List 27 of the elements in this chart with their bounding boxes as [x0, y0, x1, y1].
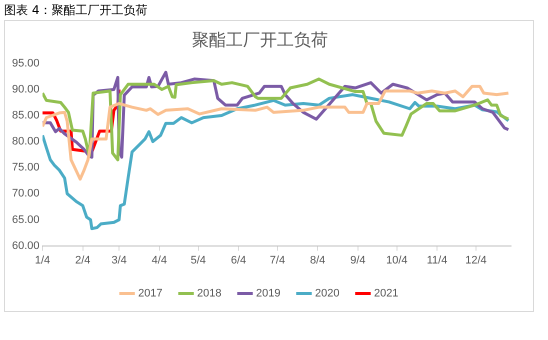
y-tick-label: 95.00 — [12, 57, 40, 70]
x-tick-label: 5/4 — [190, 254, 206, 266]
x-tick-label: 12/4 — [465, 254, 487, 266]
y-tick-label: 80.00 — [12, 136, 40, 148]
y-tick-label: 85.00 — [12, 110, 40, 122]
text: 图表 4：聚酯工厂开工负荷 — [4, 2, 148, 19]
x-tick-label: 8/4 — [310, 254, 326, 266]
x-tick-label: 6/4 — [230, 254, 246, 266]
x-tick-label: 9/4 — [350, 254, 366, 266]
x-tick-label: 4/4 — [152, 254, 167, 266]
y-tick-label: 90.00 — [12, 83, 40, 96]
x-tick-label: 1/4 — [34, 254, 50, 266]
legend-label: 2017 — [138, 288, 163, 300]
chart-title: 聚酯工厂开工负荷 — [192, 30, 328, 51]
legend-label: 2020 — [314, 288, 340, 300]
y-tick-label: 65.00 — [12, 214, 40, 226]
legend-label: 2019 — [256, 288, 280, 300]
y-tick-label: 75.00 — [12, 162, 40, 174]
x-tick-label: 2/4 — [75, 254, 90, 266]
x-tick-label: 11/4 — [426, 254, 448, 266]
legend-label: 2021 — [374, 288, 398, 300]
legend-label: 2018 — [197, 288, 222, 300]
x-tick-label: 10/4 — [386, 254, 408, 266]
x-tick-label: 3/4 — [111, 254, 127, 266]
x-tick-label: 7/4 — [270, 254, 286, 266]
y-tick-label: 70.00 — [12, 188, 40, 200]
y-tick-label: 60.00 — [12, 240, 40, 252]
